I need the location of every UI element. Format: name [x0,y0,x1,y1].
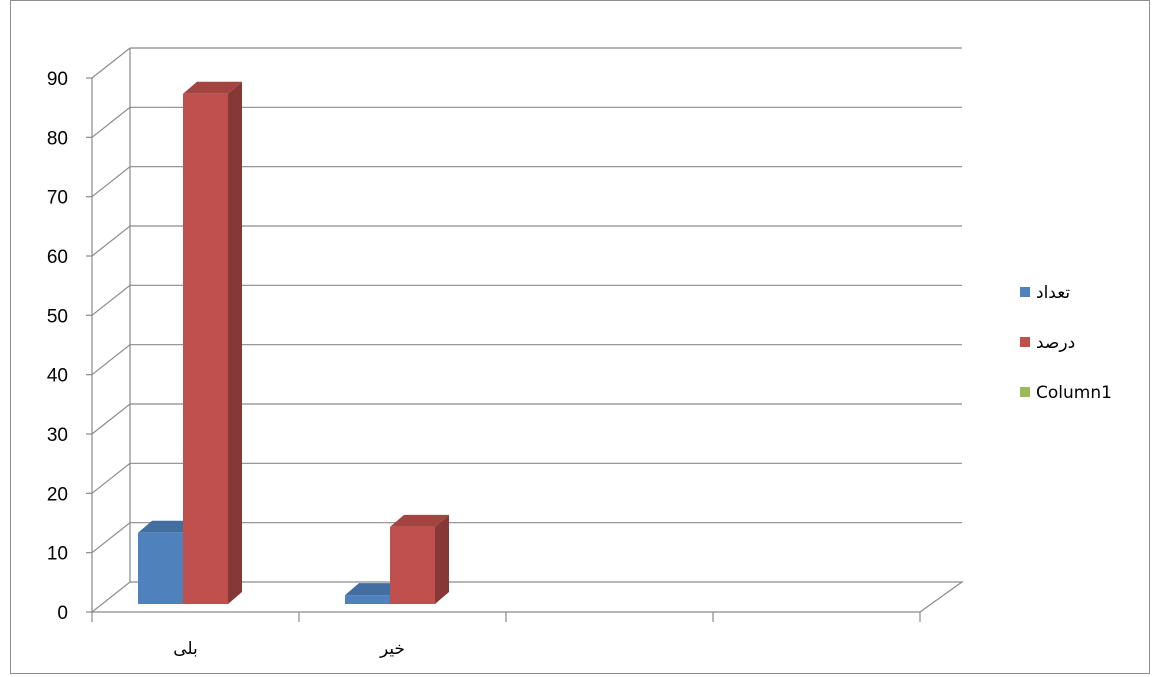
y-tick-label: 80 [47,128,68,149]
x-tick-label: خیر [379,639,405,659]
y-tick-label: 30 [47,425,68,446]
bar-top [390,514,449,527]
grid-diagonal [91,344,131,376]
grid-diagonal [91,462,131,494]
bar-top [183,81,242,94]
grid-diagonal [91,284,131,316]
bar-top [138,520,197,533]
bar-front [345,595,390,604]
grid-diagonal [91,106,131,138]
y-tick-label: 70 [47,188,68,209]
y-tick-label: 60 [47,247,68,268]
axis-labels: 0 10 20 30 40 50 60 70 80 90 بلی خیر [47,69,405,659]
legend-label: درصد [1036,333,1075,353]
bar-front [138,532,183,604]
legend-label: Column1 [1036,383,1112,403]
y-tick-label: 10 [47,544,68,565]
grid-diagonal [91,166,131,198]
bar [183,81,242,604]
y-tick-label: 40 [47,366,68,387]
legend: تعداد درصد Column1 [1020,283,1112,403]
grid-diagonal [91,522,131,554]
bar [390,514,449,604]
bars [138,81,449,604]
legend-label: تعداد [1036,283,1070,303]
x-tick-label: بلی [173,639,198,659]
grid-diagonal [91,403,131,435]
legend-swatch [1020,287,1030,297]
y-tick-label: 0 [57,603,68,624]
legend-swatch [1020,387,1030,397]
bar-side [435,514,449,604]
bar-top [345,583,404,596]
grid-diagonal [91,47,131,79]
y-tick-label: 50 [47,306,68,327]
chart-floor [90,581,964,613]
axes [86,48,964,622]
bar-front [390,526,435,604]
bar-side [228,81,242,604]
grid-diagonal [91,225,131,257]
legend-swatch [1020,337,1030,347]
y-tick-label: 20 [47,484,68,505]
bar-front [183,93,228,604]
y-tick-label: 90 [47,69,68,90]
grid-lines [91,47,962,554]
